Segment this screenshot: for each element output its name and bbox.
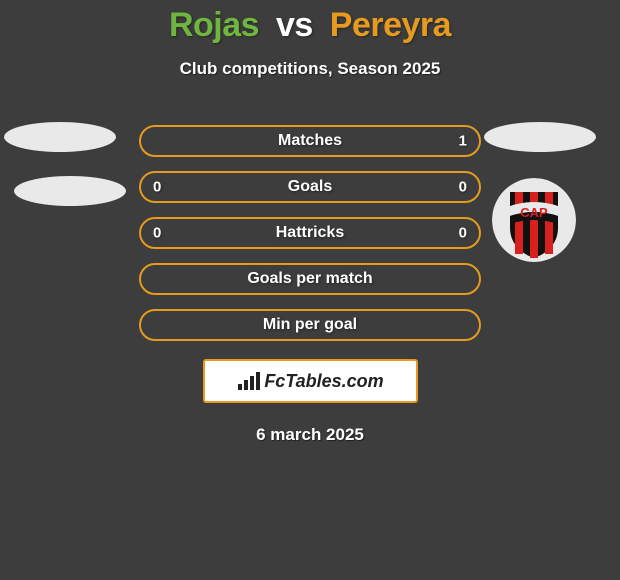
comparison-card: Rojas vs Pereyra Club competitions, Seas… bbox=[0, 0, 620, 580]
title: Rojas vs Pereyra bbox=[0, 6, 620, 45]
placeholder-icon bbox=[4, 122, 116, 152]
subtitle: Club competitions, Season 2025 bbox=[0, 59, 620, 79]
stat-label: Hattricks bbox=[276, 224, 344, 242]
placeholder-icon bbox=[14, 176, 126, 206]
stat-left-value: 0 bbox=[153, 179, 161, 196]
player1-name: Rojas bbox=[169, 6, 259, 44]
stat-label: Goals bbox=[288, 178, 332, 196]
stat-right-value: 0 bbox=[459, 179, 467, 196]
vs-text: vs bbox=[276, 6, 313, 44]
brand-box: FcTables.com bbox=[203, 359, 418, 403]
player2-name: Pereyra bbox=[330, 6, 451, 44]
stat-label: Goals per match bbox=[247, 270, 372, 288]
stat-label: Matches bbox=[278, 132, 342, 150]
brand-text: FcTables.com bbox=[264, 371, 383, 392]
stat-row-matches: Matches 1 bbox=[139, 125, 481, 157]
stat-right-value: 0 bbox=[459, 225, 467, 242]
bars-icon bbox=[236, 370, 262, 392]
placeholder-icon bbox=[484, 122, 596, 152]
stat-right-value: 1 bbox=[459, 133, 467, 150]
club-badge-icon: CAP bbox=[492, 178, 576, 262]
stat-label: Min per goal bbox=[263, 316, 357, 334]
stat-row-goals-per-match: Goals per match bbox=[139, 263, 481, 295]
stat-row-min-per-goal: Min per goal bbox=[139, 309, 481, 341]
stat-row-goals: 0 Goals 0 bbox=[139, 171, 481, 203]
date-text: 6 march 2025 bbox=[0, 425, 620, 445]
svg-text:CAP: CAP bbox=[520, 205, 548, 220]
stat-left-value: 0 bbox=[153, 225, 161, 242]
stat-row-hattricks: 0 Hattricks 0 bbox=[139, 217, 481, 249]
